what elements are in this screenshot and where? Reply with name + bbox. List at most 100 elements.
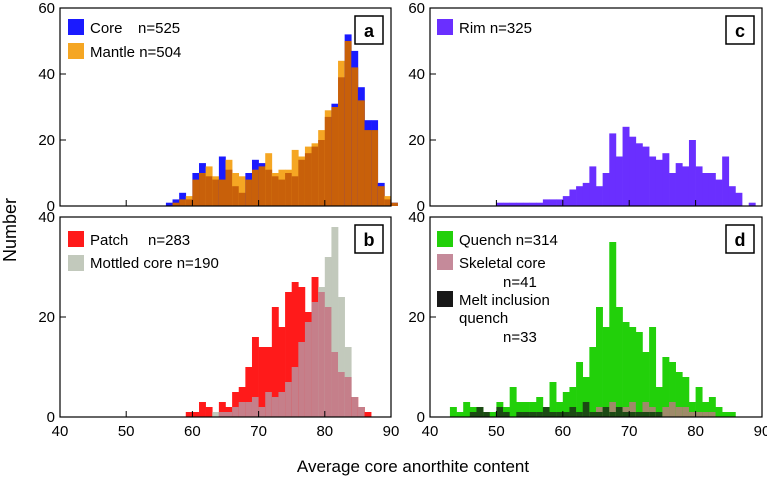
bar-c-rim-36 [669,173,676,206]
bar-a-mantle-47 [371,130,379,206]
bar-c-rim-10 [496,202,504,206]
bar-b-patch-33 [278,327,286,417]
bar-b-mottled-23 [212,412,220,417]
bar-d-skeletal-30 [629,402,637,417]
bar-a-core-19 [185,199,193,206]
y-axis-label: Number [0,198,20,262]
bar-d-quench-3 [449,407,457,417]
bar-d-quench-29 [622,322,630,417]
bar-c-rim-26 [602,173,610,206]
bar-d-quench-35 [662,357,670,417]
bar-a-mantle-50 [391,202,398,206]
bar-d-skeletal-35 [662,407,670,417]
bar-d-quench-39 [688,402,696,417]
bar-c-rim-32 [642,146,650,206]
bar-c-rim-38 [682,166,690,206]
bar-b-patch-26 [232,392,240,417]
bar-b-mottled-24 [218,412,226,417]
bar-a-core-27 [238,192,246,206]
legend-label-melt: Melt inclusion [459,292,550,309]
legend-layer: a Core n=525 Mantle n=504 b Patch n=283 Mottled… [68,15,755,346]
bar-d-quench-34 [655,387,663,417]
bar-c-rim-40 [695,166,703,206]
bar-b-patch-43 [344,377,352,417]
bar-b-patch-46 [364,412,372,417]
bar-d-quench-22 [576,362,584,417]
bar-b-mottled-32 [271,397,279,417]
ytick-label-d-40: 40 [408,209,425,226]
bar-d-quench-27 [609,242,617,417]
bar-c-rim-46 [735,192,743,206]
xtick-label-b-40: 40 [52,423,69,440]
bar-d-skeletal-39 [688,412,696,417]
bar-b-mottled-34 [285,382,292,417]
bar-d-quench-26 [602,327,610,417]
bar-b-mottled-42 [338,297,345,417]
panel-letter-box-a [354,15,384,45]
ytick-label-a-60: 60 [38,0,55,17]
bar-d-melt-26 [602,407,610,417]
bar-c-rim-48 [748,202,756,206]
bar-c-rim-16 [536,202,544,206]
xtick-label-d-60: 60 [554,423,571,440]
bar-c-rim-25 [596,186,603,206]
ytick-label-a-40: 40 [38,66,55,83]
bar-d-skeletal-42 [708,412,716,417]
bar-d-quench-33 [649,327,657,417]
bar-c-rim-39 [688,140,696,206]
bar-d-melt-14 [522,412,530,417]
bar-d-melt-18 [549,412,557,417]
bar-d-quench-31 [635,332,643,417]
bar-d-melt-22 [576,412,584,417]
bar-a-mantle-27 [238,176,246,206]
bar-a-core-40 [324,116,332,206]
bar-c-rim-21 [569,189,577,206]
bar-a-core-32 [271,176,279,206]
bar-d-quench-13 [516,402,524,417]
bar-d-quench-9 [489,412,497,417]
ytick-label-a-20: 20 [38,132,55,149]
bar-d-melt-11 [503,412,510,417]
legend-swatch-mantle [68,43,84,59]
bar-b-patch-42 [338,372,345,417]
panel-letter-box-c [725,15,755,45]
bar-b-patch-19 [185,412,193,417]
legend-swatch-patch [68,231,84,247]
ytick-label-b-20: 20 [38,309,55,326]
bar-a-mantle-17 [172,202,180,206]
panel-letter-box-d [725,224,755,254]
legend-label2-melt: quench [459,310,508,327]
bar-b-mottled-37 [304,322,312,417]
legend-label-mottled: Mottled core n=190 [90,255,219,272]
bar-d-quench-38 [682,377,690,417]
bar-a-core-36 [298,159,306,206]
bar-d-quench-41 [702,402,710,417]
legend-count-skeletal: n=41 [503,274,537,291]
bar-a-mantle-30 [258,166,266,206]
bar-d-melt-29 [622,412,630,417]
bar-c-rim-13 [516,202,524,206]
bar-d-quench-37 [675,372,683,417]
bar-d-quench-5 [463,402,471,417]
bar-b-mottled-30 [258,407,266,417]
ytick-label-a-0: 0 [47,198,55,215]
xtick-label-d-80: 80 [687,423,704,440]
bar-c-rim-31 [635,143,643,206]
bar-d-quench-40 [695,387,703,417]
bar-c-rim-41 [702,173,710,206]
bar-c-rim-30 [629,136,637,206]
ytick-label-c-0: 0 [417,198,425,215]
ytick-label-c-60: 60 [408,0,425,17]
legend-swatch-rim [437,19,453,35]
bar-d-melt-25 [596,412,603,417]
bar-d-quench-4 [456,412,464,417]
bar-c-rim-29 [622,126,630,206]
legend-label-mantle: Mantle n=504 [90,44,181,61]
bar-b-patch-40 [324,307,332,417]
legend-count-melt: n=33 [503,329,537,346]
bar-d-melt-32 [642,412,650,417]
bar-d-skeletal-36 [669,402,676,417]
bar-c-rim-19 [556,199,564,206]
legend-swatch-melt [437,291,453,307]
bar-b-mottled-31 [265,392,273,417]
